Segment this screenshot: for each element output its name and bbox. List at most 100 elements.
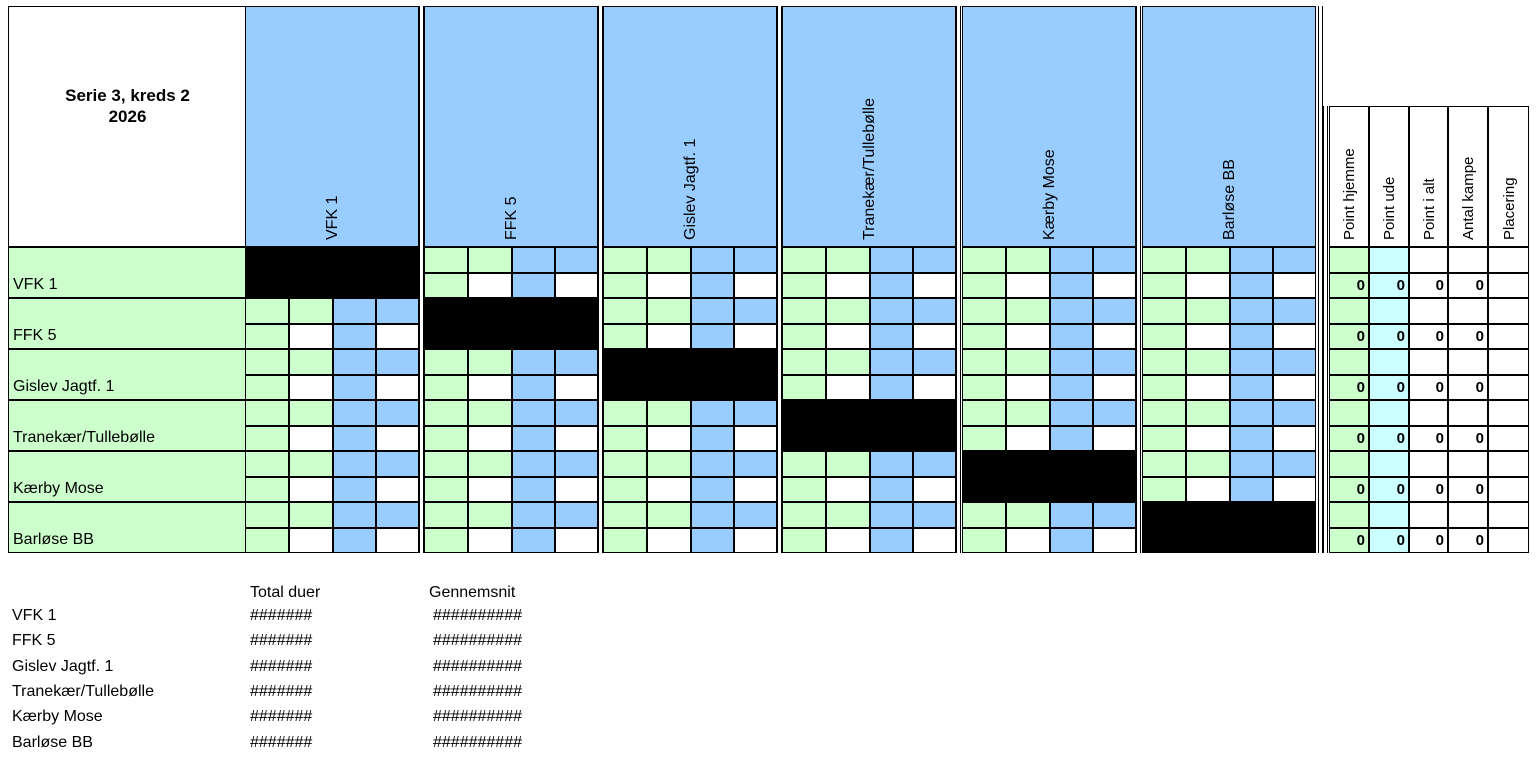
score-cell[interactable] — [603, 502, 647, 528]
score-cell[interactable] — [1186, 323, 1230, 349]
score-cell[interactable] — [1230, 272, 1273, 298]
score-cell[interactable] — [376, 349, 419, 375]
score-cell[interactable] — [1273, 272, 1316, 298]
score-cell[interactable] — [1050, 527, 1093, 553]
score-cell[interactable] — [289, 527, 333, 553]
score-cell[interactable] — [1273, 451, 1316, 477]
score-cell[interactable] — [782, 374, 826, 400]
score-cell[interactable] — [333, 527, 376, 553]
score-cell[interactable] — [512, 272, 555, 298]
score-cell[interactable] — [647, 425, 691, 451]
score-cell[interactable] — [376, 476, 419, 502]
score-cell[interactable] — [1230, 476, 1273, 502]
score-cell[interactable] — [333, 349, 376, 375]
score-cell[interactable] — [333, 425, 376, 451]
score-cell[interactable] — [245, 323, 289, 349]
score-cell[interactable] — [289, 349, 333, 375]
score-cell[interactable] — [468, 451, 512, 477]
score-cell[interactable] — [962, 425, 1006, 451]
score-cell[interactable] — [603, 323, 647, 349]
score-cell[interactable] — [913, 298, 956, 324]
score-cell[interactable] — [1050, 247, 1093, 273]
score-cell[interactable] — [1142, 451, 1186, 477]
score-cell[interactable] — [1093, 349, 1136, 375]
score-cell[interactable] — [1050, 272, 1093, 298]
score-cell[interactable] — [245, 349, 289, 375]
score-cell[interactable] — [1093, 400, 1136, 426]
score-cell[interactable] — [734, 323, 777, 349]
score-cell[interactable] — [1050, 502, 1093, 528]
score-cell[interactable] — [1273, 374, 1316, 400]
score-cell[interactable] — [1050, 400, 1093, 426]
score-cell[interactable] — [691, 527, 734, 553]
score-cell[interactable] — [962, 349, 1006, 375]
score-cell[interactable] — [734, 400, 777, 426]
score-cell[interactable] — [333, 374, 376, 400]
score-cell[interactable] — [962, 298, 1006, 324]
score-cell[interactable] — [647, 272, 691, 298]
score-cell[interactable] — [289, 425, 333, 451]
score-cell[interactable] — [913, 451, 956, 477]
score-cell[interactable] — [691, 247, 734, 273]
score-cell[interactable] — [468, 502, 512, 528]
score-cell[interactable] — [424, 272, 468, 298]
score-cell[interactable] — [826, 476, 870, 502]
score-cell[interactable] — [782, 272, 826, 298]
score-cell[interactable] — [1230, 400, 1273, 426]
score-cell[interactable] — [603, 451, 647, 477]
score-cell[interactable] — [1230, 323, 1273, 349]
score-cell[interactable] — [782, 502, 826, 528]
score-cell[interactable] — [1006, 425, 1050, 451]
score-cell[interactable] — [826, 298, 870, 324]
score-cell[interactable] — [512, 451, 555, 477]
score-cell[interactable] — [870, 349, 913, 375]
score-cell[interactable] — [1273, 400, 1316, 426]
score-cell[interactable] — [1142, 476, 1186, 502]
score-cell[interactable] — [1230, 349, 1273, 375]
score-cell[interactable] — [1142, 425, 1186, 451]
score-cell[interactable] — [512, 425, 555, 451]
score-cell[interactable] — [1273, 298, 1316, 324]
score-cell[interactable] — [1006, 247, 1050, 273]
score-cell[interactable] — [826, 451, 870, 477]
score-cell[interactable] — [647, 298, 691, 324]
score-cell[interactable] — [333, 400, 376, 426]
score-cell[interactable] — [245, 502, 289, 528]
score-cell[interactable] — [468, 425, 512, 451]
score-cell[interactable] — [468, 247, 512, 273]
score-cell[interactable] — [245, 298, 289, 324]
score-cell[interactable] — [1006, 272, 1050, 298]
score-cell[interactable] — [1142, 298, 1186, 324]
score-cell[interactable] — [782, 298, 826, 324]
score-cell[interactable] — [1050, 374, 1093, 400]
score-cell[interactable] — [1273, 425, 1316, 451]
score-cell[interactable] — [603, 272, 647, 298]
score-cell[interactable] — [734, 425, 777, 451]
score-cell[interactable] — [424, 527, 468, 553]
score-cell[interactable] — [870, 502, 913, 528]
score-cell[interactable] — [603, 298, 647, 324]
score-cell[interactable] — [424, 425, 468, 451]
score-cell[interactable] — [1186, 451, 1230, 477]
score-cell[interactable] — [376, 298, 419, 324]
score-cell[interactable] — [555, 247, 598, 273]
score-cell[interactable] — [962, 272, 1006, 298]
score-cell[interactable] — [424, 451, 468, 477]
score-cell[interactable] — [870, 247, 913, 273]
score-cell[interactable] — [962, 400, 1006, 426]
score-cell[interactable] — [826, 527, 870, 553]
score-cell[interactable] — [1093, 298, 1136, 324]
score-cell[interactable] — [512, 374, 555, 400]
score-cell[interactable] — [691, 451, 734, 477]
score-cell[interactable] — [512, 400, 555, 426]
score-cell[interactable] — [1050, 425, 1093, 451]
score-cell[interactable] — [289, 476, 333, 502]
score-cell[interactable] — [603, 527, 647, 553]
score-cell[interactable] — [1273, 476, 1316, 502]
score-cell[interactable] — [1186, 476, 1230, 502]
score-cell[interactable] — [782, 349, 826, 375]
score-cell[interactable] — [1050, 323, 1093, 349]
score-cell[interactable] — [512, 527, 555, 553]
score-cell[interactable] — [1230, 247, 1273, 273]
score-cell[interactable] — [691, 323, 734, 349]
